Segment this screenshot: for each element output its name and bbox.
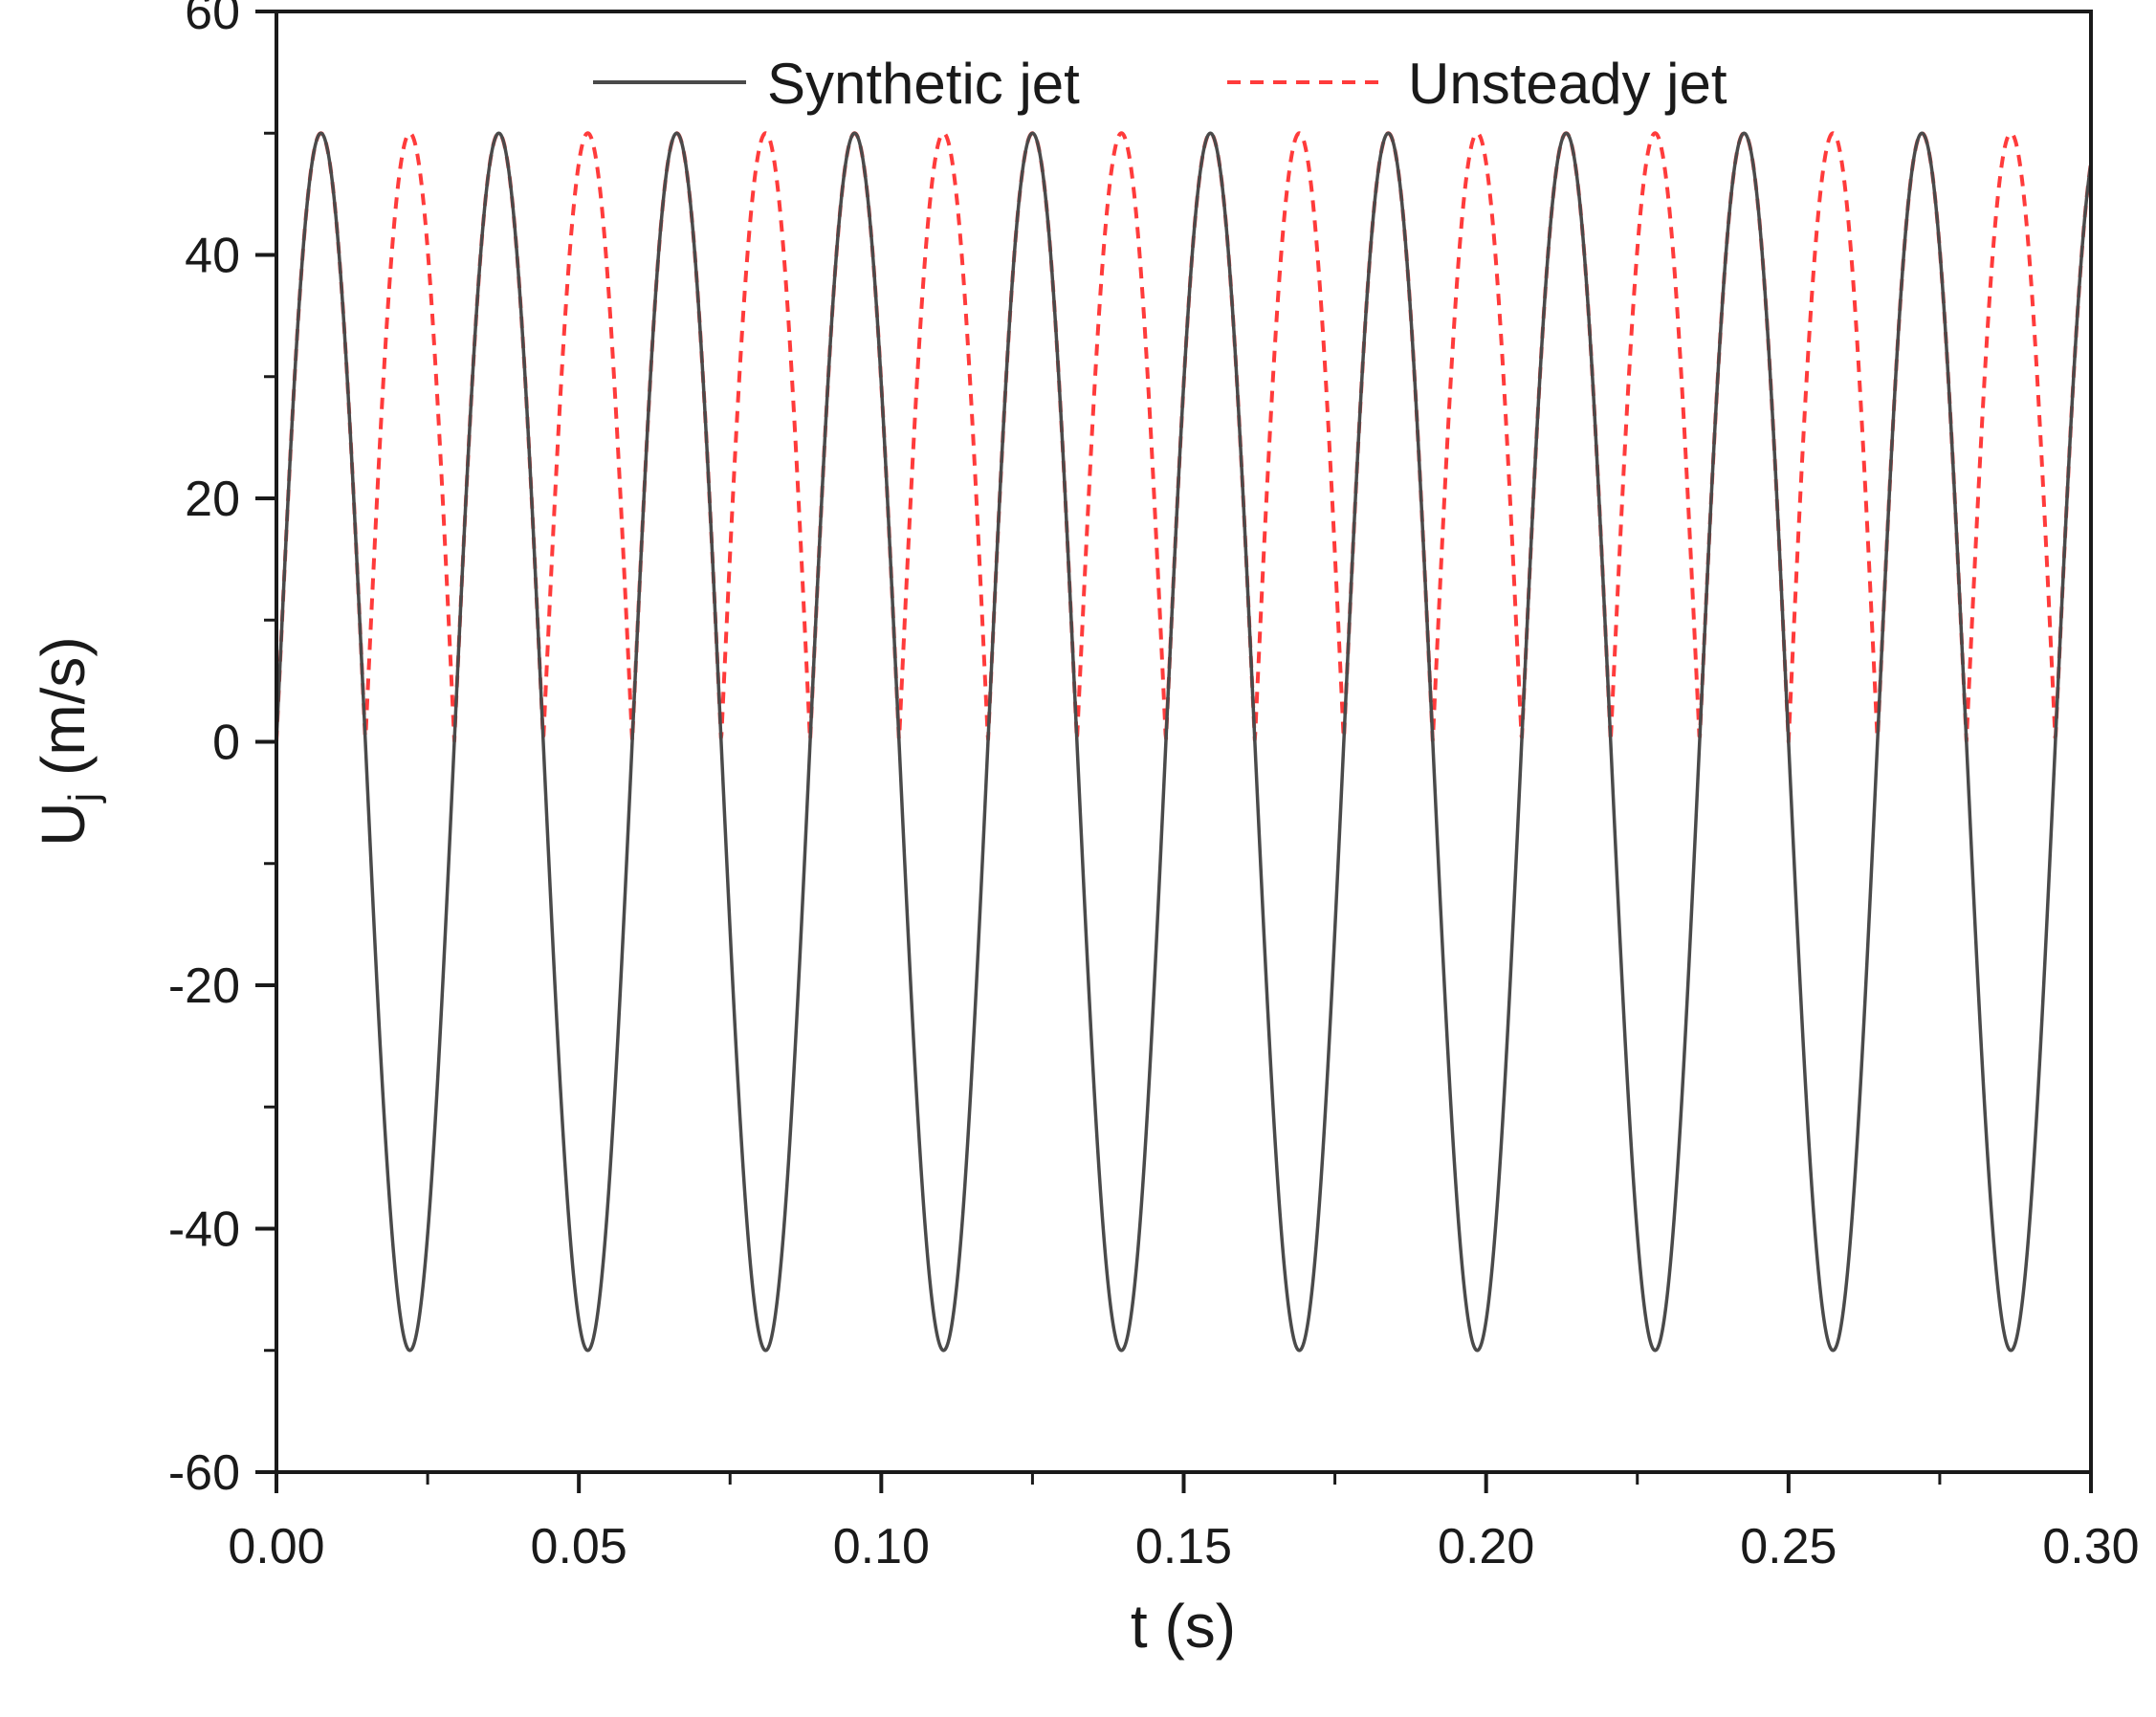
y-tick-label-0: -60 xyxy=(168,1445,240,1501)
y-axis-title-subscript: j xyxy=(60,793,107,804)
x-tick-label-2: 0.10 xyxy=(833,1519,930,1574)
y-tick-label-2: -20 xyxy=(168,958,240,1014)
y-axis-ticks: -60 -40 -20 0 20 40 60 xyxy=(168,0,276,1501)
y-tick-label-3: 0 xyxy=(212,715,240,771)
x-tick-label-6: 0.30 xyxy=(2042,1519,2139,1574)
series-layer xyxy=(275,131,2093,1353)
y-tick-label-5: 40 xyxy=(185,229,240,284)
legend: Synthetic jet Unsteady jet xyxy=(593,52,1727,116)
x-tick-label-3: 0.15 xyxy=(1135,1519,1232,1574)
y-tick-label-1: -40 xyxy=(168,1202,240,1258)
x-tick-label-5: 0.25 xyxy=(1740,1519,1837,1574)
y-axis-title: Uj (m/s) xyxy=(29,636,107,847)
legend-label-synthetic-jet: Synthetic jet xyxy=(767,52,1080,116)
series-line-synthetic-jet xyxy=(275,131,2093,1353)
x-tick-label-1: 0.05 xyxy=(531,1519,627,1574)
y-tick-label-6: 60 xyxy=(185,0,240,40)
y-axis-title-main: U xyxy=(29,803,98,847)
x-tick-label-4: 0.20 xyxy=(1438,1519,1534,1574)
y-axis-title-unit: (m/s) xyxy=(29,636,98,793)
x-axis-ticks: 0.00 0.05 0.10 0.15 0.20 0.25 0.30 xyxy=(228,1472,2140,1574)
y-tick-label-4: 20 xyxy=(185,472,240,527)
legend-label-unsteady-jet: Unsteady jet xyxy=(1408,52,1727,116)
x-axis-title: t (s) xyxy=(1131,1592,1236,1661)
x-tick-label-0: 0.00 xyxy=(228,1519,324,1574)
